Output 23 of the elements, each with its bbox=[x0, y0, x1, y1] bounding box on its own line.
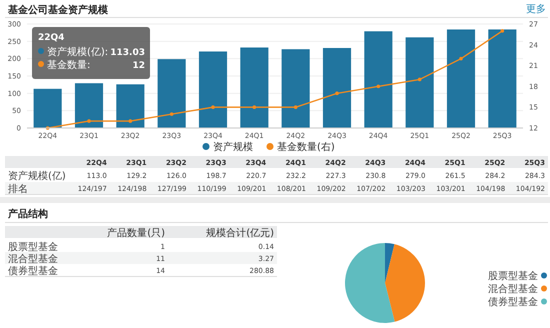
text: 规模合计(亿元) bbox=[206, 227, 274, 239]
pie-slice bbox=[385, 243, 394, 283]
category-label: 股票型基金 bbox=[8, 242, 58, 253]
text: 产品结构 bbox=[7, 208, 48, 220]
text: 更多 bbox=[526, 3, 546, 15]
annotation: 22Q4 bbox=[38, 33, 64, 43]
annotation: 12 bbox=[132, 61, 145, 71]
chart-title: 基金公司基金资产规模 bbox=[7, 4, 109, 16]
pie-slice bbox=[345, 243, 395, 323]
annotation: 资产规模(亿): bbox=[47, 46, 108, 58]
legend-label: 混合型基金 bbox=[488, 283, 538, 295]
legend-label: 资产规模 bbox=[213, 141, 253, 153]
text: 资产规模(亿) bbox=[8, 170, 66, 182]
category-label: 混合型基金 bbox=[8, 254, 58, 265]
legend-label: 股票型基金 bbox=[488, 270, 538, 282]
annotation: 113.03 bbox=[110, 48, 145, 58]
legend-label: 基金数量(右) bbox=[277, 141, 335, 153]
legend-label: 债券型基金 bbox=[488, 296, 538, 308]
category-label: 债券型基金 bbox=[8, 266, 58, 277]
pie-slice bbox=[385, 244, 425, 322]
text: 产品数量(只) bbox=[107, 227, 166, 239]
text: 排名 bbox=[8, 183, 28, 195]
annotation: 基金数量: bbox=[47, 59, 90, 71]
